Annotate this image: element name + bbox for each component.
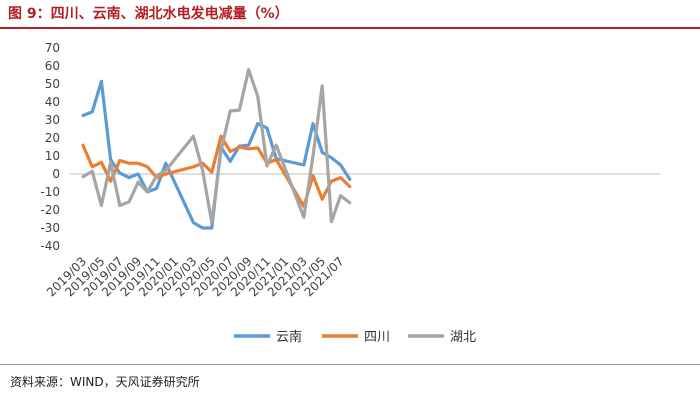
title-bar: 图 9：四川、云南、湖北水电发电减量（%） [0,0,700,30]
axes: 706050403020100-10-20-30-402019/032019/0… [40,41,660,299]
y-tick-label: 60 [45,59,60,73]
series-line-3 [81,67,352,225]
legend-label: 湖北 [450,330,476,345]
y-tick-label: -40 [40,239,60,253]
title-divider [0,27,700,29]
y-tick-label: 40 [45,95,60,109]
footer-divider [0,364,700,365]
y-tick-label: 10 [45,149,60,163]
y-tick-label: -10 [40,185,60,199]
legend: 云南 四川 湖北 [234,329,476,345]
y-tick-label: 70 [45,41,60,55]
series-line-2 [81,134,352,208]
line-chart: 706050403020100-10-20-30-402019/032019/0… [40,41,660,345]
y-tick-label: 20 [45,131,60,145]
y-tick-label: 0 [52,167,60,181]
y-tick-label: -20 [40,203,60,217]
legend-label: 云南 [276,329,302,345]
y-tick-label: 50 [45,77,60,91]
y-tick-label: 30 [45,113,60,127]
y-tick-label: -30 [40,221,60,235]
source-note: 资料来源：WIND，天风证券研究所 [10,375,200,389]
legend-label: 四川 [364,330,390,345]
series-lines [81,67,352,230]
chart-title: 图 9：四川、云南、湖北水电发电减量（%） [8,6,289,22]
